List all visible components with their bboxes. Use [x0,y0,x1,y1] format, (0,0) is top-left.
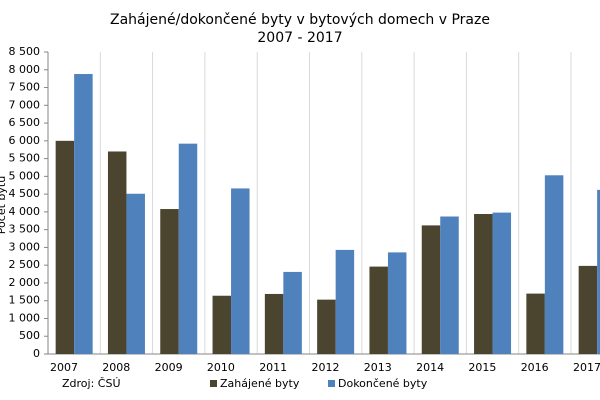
bar [126,193,145,354]
bar [597,189,600,354]
y-tick-label: 5 500 [9,152,41,165]
bar [231,188,250,354]
bar [264,293,284,354]
y-tick-label: 8 000 [9,63,41,76]
x-tick-label: 2015 [468,361,496,374]
x-tick-label: 2017 [573,361,600,374]
bar [335,249,355,354]
y-tick-label: 3 000 [9,240,41,253]
y-tick-label: 500 [19,329,40,342]
bar [421,225,441,354]
legend-label: Dokončené byty [338,377,428,390]
legend-swatch [328,380,335,387]
bar [369,266,388,354]
bar [492,212,512,354]
bar [283,271,302,354]
bar [544,175,564,354]
chart-title: Zahájené/dokončené byty v bytových domec… [110,12,490,28]
y-tick-label: 4 500 [9,187,41,200]
y-axis-label: Počet bytů [0,176,8,234]
bar [474,214,493,354]
y-tick-label: 6 500 [9,116,41,129]
y-tick-label: 4 000 [9,205,41,218]
bar [55,140,75,354]
x-tick-label: 2007 [50,361,78,374]
bar [74,74,93,355]
y-tick-label: 8 500 [9,45,41,58]
y-tick-label: 5 000 [9,169,41,182]
y-tick-label: 7 000 [9,98,41,111]
x-tick-label: 2014 [416,361,444,374]
y-tick-label: 0 [33,347,40,360]
bar [387,252,407,354]
x-tick-label: 2010 [207,361,235,374]
bar [178,143,198,354]
x-tick-label: 2016 [521,361,549,374]
legend-swatch [210,380,217,387]
y-tick-label: 3 500 [9,223,41,236]
y-tick-label: 2 500 [9,258,41,271]
y-tick-label: 6 000 [9,134,41,147]
x-tick-label: 2008 [102,361,130,374]
y-tick-label: 2 000 [9,276,41,289]
bar [107,151,127,354]
x-tick-label: 2009 [155,361,183,374]
bar [160,209,179,354]
y-tick-label: 7 500 [9,81,41,94]
source: Zdroj: ČSÚ [62,377,121,390]
x-tick-label: 2012 [312,361,340,374]
y-tick-label: 1 500 [9,294,41,307]
chart-subtitle: 2007 - 2017 [257,30,342,46]
bar [440,216,459,354]
bar [578,265,598,354]
legend-label: Zahájené byty [220,377,300,390]
bar [212,295,232,354]
x-tick-label: 2011 [259,361,287,374]
bar [526,293,545,354]
y-tick-label: 1 000 [9,311,41,324]
x-tick-label: 2013 [364,361,392,374]
bar [317,299,336,354]
